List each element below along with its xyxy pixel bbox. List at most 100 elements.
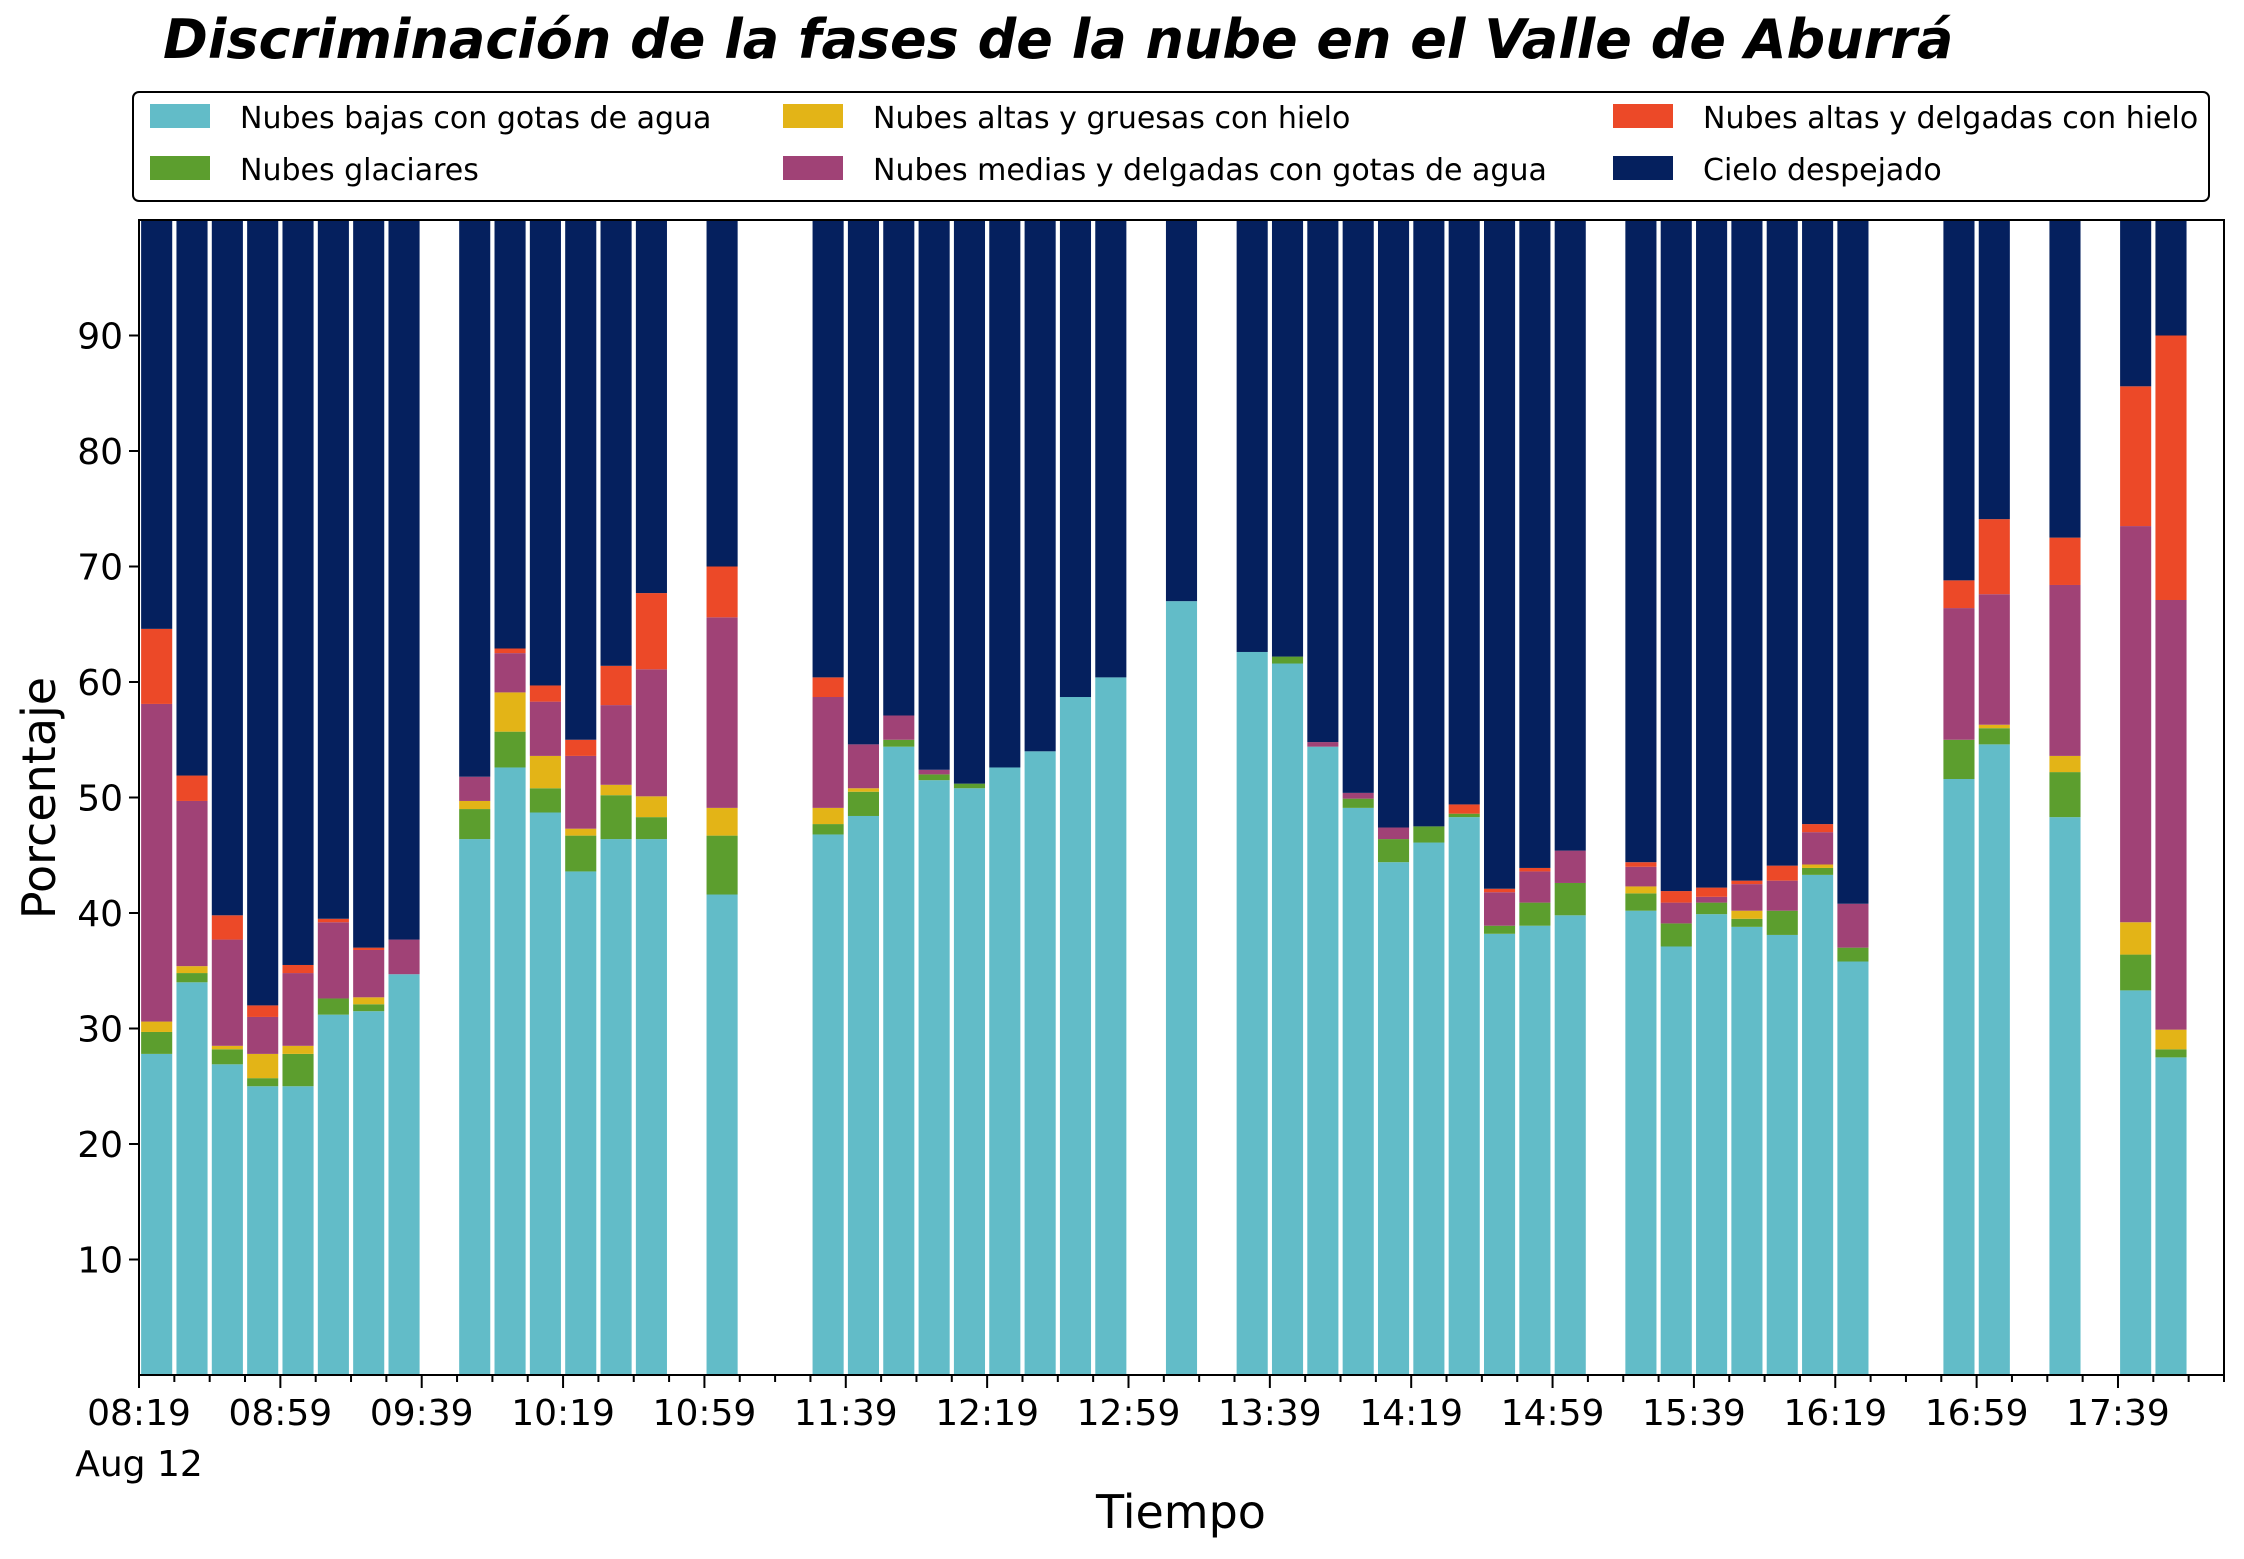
bar-segment — [141, 628, 173, 704]
bar-segment — [1978, 220, 2010, 520]
bar-segment — [847, 220, 879, 745]
bar-segment — [600, 784, 632, 796]
bar-segment — [2049, 220, 2081, 538]
bar-segment — [883, 746, 915, 1375]
bar-segment — [565, 220, 597, 740]
bar-segment — [1978, 724, 2010, 729]
bar-segment — [1448, 813, 1480, 818]
bar-segment — [494, 648, 526, 654]
bar-segment — [1448, 220, 1480, 805]
bar-segment — [247, 1005, 279, 1017]
bar-segment — [247, 1078, 279, 1087]
bar-segment — [1554, 882, 1586, 916]
bar-segment — [141, 1053, 173, 1375]
bar-segment — [1731, 910, 1763, 919]
bar-segment — [1731, 884, 1763, 911]
bar-segment — [1554, 850, 1586, 883]
bar-segment — [1625, 220, 1657, 863]
bar-segment — [388, 220, 420, 940]
y-tick-label: 70 — [77, 548, 123, 589]
bar-segment — [635, 593, 667, 670]
bar-segment — [1660, 220, 1692, 892]
bar-segment — [1731, 220, 1763, 881]
bar-segment — [1978, 519, 2010, 595]
bar-segment — [812, 807, 844, 825]
x-tick-label: 13:39 — [1218, 1393, 1322, 1434]
bar-segment — [2155, 1057, 2187, 1376]
bar-segment — [600, 795, 632, 840]
bar-segment — [1377, 827, 1410, 840]
bar-segment — [1978, 728, 2010, 745]
y-tick-label: 50 — [77, 779, 123, 820]
bar-segment — [282, 1086, 314, 1375]
bar-segment — [812, 697, 844, 808]
bar-segment — [812, 220, 844, 678]
bar-segment — [141, 220, 173, 629]
bar-segment — [282, 964, 314, 974]
bar-segment — [2155, 220, 2187, 336]
bar-segment — [1413, 220, 1445, 827]
bar-segment — [2155, 1049, 2187, 1058]
bar-segment — [1696, 914, 1728, 1375]
bar-segment — [1625, 862, 1657, 867]
bar-segment — [176, 800, 208, 967]
x-tick-label: 12:19 — [935, 1393, 1039, 1434]
bar-segment — [1024, 220, 1056, 752]
bar-segment — [211, 1064, 243, 1375]
bar-segment — [2120, 220, 2152, 387]
bar-segment — [847, 744, 879, 789]
bar-segment — [529, 788, 561, 813]
bar-segment — [176, 220, 208, 776]
bar-segment — [2120, 526, 2152, 923]
legend-box — [132, 91, 2210, 202]
bar-segment — [211, 1049, 243, 1065]
bar-segment — [459, 800, 491, 810]
legend-swatch — [783, 156, 843, 180]
bar-segment — [176, 982, 208, 1375]
bar-segment — [1837, 220, 1869, 904]
bar-segment — [2049, 537, 2081, 585]
bar-segment — [247, 220, 279, 1006]
bar-segment — [635, 817, 667, 840]
legend-swatch — [150, 104, 210, 128]
bar-segment — [1837, 947, 1869, 962]
bar-segment — [1342, 792, 1374, 799]
bar-segment — [1837, 961, 1869, 1375]
bar-segment — [494, 692, 526, 732]
x-tick-label: 09:39 — [370, 1393, 474, 1434]
bar-segment — [529, 701, 561, 756]
bar-segment — [1448, 817, 1480, 1375]
legend-swatch — [150, 156, 210, 180]
bar-segment — [1236, 651, 1268, 1375]
bar-segment — [1978, 744, 2010, 1375]
bar-segment — [1024, 751, 1056, 1375]
x-tick-label: 08:59 — [228, 1393, 332, 1434]
bar-segment — [989, 767, 1021, 1375]
bar-segment — [317, 918, 349, 923]
bar-segment — [141, 1021, 173, 1032]
bar-segment — [494, 767, 526, 1375]
legend-label: Nubes altas y delgadas con hielo — [1703, 101, 2198, 136]
bar-segment — [1802, 874, 1834, 1375]
bar-segment — [635, 839, 667, 1375]
bar-segment — [1943, 739, 1975, 780]
x-tick-label: 16:59 — [1925, 1393, 2029, 1434]
bar-segment — [565, 739, 597, 756]
y-tick-label: 30 — [77, 1010, 123, 1051]
bar-segment — [1165, 220, 1198, 602]
bar-segment — [282, 1045, 314, 1054]
bar-segment — [1519, 220, 1551, 868]
bar-segment — [2120, 954, 2152, 991]
bar-segment — [1696, 220, 1728, 888]
bar-segment — [1165, 601, 1198, 1375]
bar-segment — [1943, 580, 1975, 609]
bar-segment — [635, 669, 667, 797]
bar-segment — [1660, 891, 1692, 903]
bar-segment — [1766, 865, 1798, 881]
bar-segment — [459, 809, 491, 840]
bar-segment — [388, 939, 420, 975]
bar-segment — [317, 220, 349, 919]
bar-segment — [706, 617, 738, 808]
bar-segment — [247, 1016, 279, 1054]
bars-group — [141, 220, 2187, 1376]
